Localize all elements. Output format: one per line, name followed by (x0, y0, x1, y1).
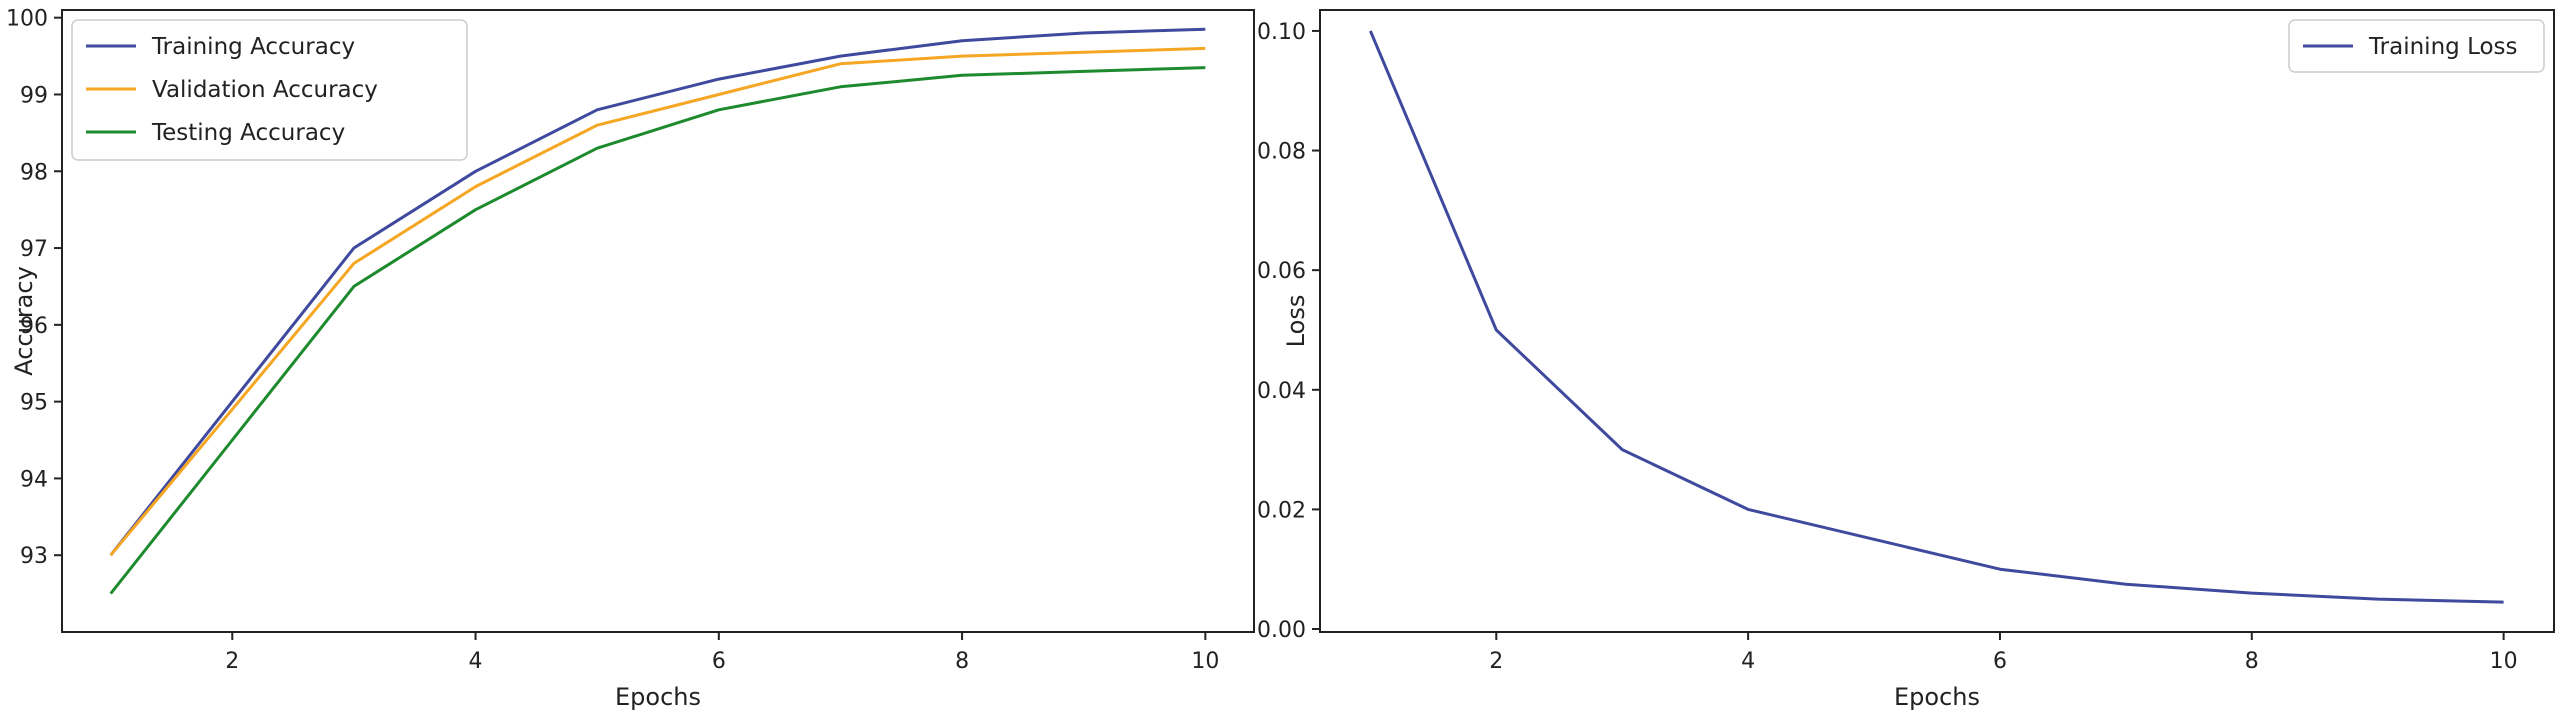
y-tick-label: 95 (20, 391, 48, 416)
y-axis-label: Accuracy (10, 266, 38, 376)
x-axis-label: Epochs (1894, 683, 1980, 711)
legend-box (71, 19, 468, 161)
x-tick-label: 8 (2245, 649, 2259, 674)
y-axis-label: Loss (1282, 295, 1310, 348)
legend-box (2288, 19, 2545, 73)
x-tick-label: 6 (712, 649, 726, 674)
legend-entry: Training Accuracy (151, 34, 355, 60)
y-tick-label: 93 (20, 544, 48, 569)
x-tick-label: 6 (1993, 649, 2007, 674)
plot-frame (1319, 9, 2555, 633)
legend: Training Accuracy Validation Accuracy Test… (71, 19, 468, 161)
y-tick-label: 0.08 (1257, 140, 1306, 165)
y-tick-label: 100 (6, 7, 48, 32)
y-tick-label: 0.06 (1257, 259, 1306, 284)
y-tick-label: 0.04 (1257, 379, 1306, 404)
legend: Training Loss (2288, 19, 2545, 73)
legend-entry: Training Loss (2368, 34, 2518, 60)
x-tick-label: 10 (2490, 649, 2518, 674)
series-line-training-loss (1369, 30, 2504, 604)
y-tick-label: 0.02 (1257, 498, 1306, 523)
x-tick-label: 2 (225, 649, 239, 674)
legend-entry: Validation Accuracy (152, 77, 378, 103)
x-tick-label: 2 (1489, 649, 1503, 674)
legend-entry: Testing Accuracy (151, 120, 345, 146)
y-tick-label: 94 (20, 467, 48, 492)
x-tick-label: 4 (469, 649, 483, 674)
y-tick-label: 96 (20, 314, 48, 339)
y-tick-label: 98 (20, 160, 48, 185)
y-tick-label: 0.00 (1257, 618, 1306, 643)
series-line-validation-accuracy (109, 46, 1206, 557)
y-tick-label: 97 (20, 237, 48, 262)
series-line-training-accuracy (109, 27, 1206, 557)
y-tick-label: 0.10 (1257, 20, 1306, 45)
x-axis-label: Epochs (615, 683, 701, 711)
x-tick-label: 10 (1191, 649, 1219, 674)
chart-panel-2: 2 4 6 8 10 0.00 0.02 0.04 0.06 0.08 0.10 Epochs Loss… (1257, 9, 2555, 711)
x-tick-label: 4 (1741, 649, 1755, 674)
chart-panel-1: 2 4 6 8 10 93 94 95 96 97 98 99 100 Epochs Accuracy Tra… (6, 7, 1255, 711)
y-tick-label: 99 (20, 83, 48, 108)
plot-frame (61, 9, 1255, 633)
x-tick-label: 8 (955, 649, 969, 674)
series-line-testing-accuracy (109, 66, 1206, 595)
